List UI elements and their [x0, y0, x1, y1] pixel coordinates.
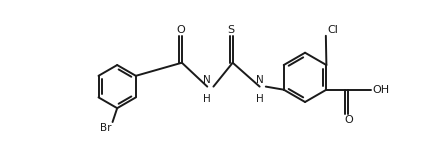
Text: N: N	[203, 75, 211, 85]
Text: O: O	[345, 115, 353, 125]
Text: S: S	[228, 25, 235, 35]
Text: Cl: Cl	[327, 25, 338, 35]
Text: N: N	[256, 75, 263, 85]
Text: O: O	[176, 25, 185, 35]
Text: Br: Br	[99, 123, 111, 133]
Text: H: H	[256, 94, 263, 103]
Text: OH: OH	[372, 85, 389, 95]
Text: H: H	[203, 94, 211, 103]
